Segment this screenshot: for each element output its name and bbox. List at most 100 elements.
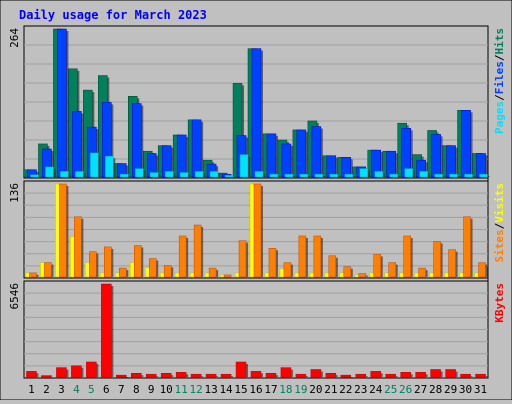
bar-sites [464, 217, 471, 277]
bar-sites [239, 241, 246, 277]
bar-pages [90, 153, 98, 177]
day-label: 6 [103, 383, 110, 396]
bar-pages [240, 155, 248, 177]
day-label: 4 [73, 383, 80, 396]
bar-pages [135, 169, 143, 177]
bar-shadow [43, 378, 53, 379]
bar-sites [104, 247, 111, 277]
day-label: 23 [354, 383, 367, 396]
bar-files [297, 130, 306, 177]
day-label: 21 [324, 383, 337, 396]
day-label: 24 [369, 383, 383, 396]
bar-pages [480, 174, 488, 177]
bar-sites [179, 236, 186, 277]
legend: Pages/Files/Hits [493, 28, 506, 134]
bar-pages [105, 156, 113, 177]
bar-sites [404, 236, 411, 277]
legend-entry: KBytes [493, 283, 506, 323]
bar-kbytes [131, 373, 141, 377]
y-max-label: 264 [8, 28, 21, 48]
bar-pages [330, 174, 338, 177]
day-label: 16 [249, 383, 262, 396]
bar-kbytes [56, 368, 66, 377]
bar-kbytes [311, 369, 321, 377]
bar-kbytes [206, 374, 216, 377]
day-label: 10 [160, 383, 173, 396]
bar-kbytes [191, 374, 201, 377]
day-label: 25 [384, 383, 397, 396]
day-label: 12 [190, 383, 203, 396]
bar-sites [419, 268, 426, 277]
bar-kbytes [161, 373, 171, 377]
day-label: 1 [28, 383, 35, 396]
legend: KBytes [493, 283, 506, 323]
bar-pages [45, 167, 53, 177]
bar-files [57, 29, 66, 177]
bar-files [477, 153, 486, 177]
bar-files [132, 104, 141, 177]
bar-kbytes [71, 366, 81, 377]
bar-pages [270, 174, 278, 177]
bar-kbytes [446, 369, 456, 377]
bar-pages [315, 174, 323, 177]
bar-kbytes [281, 368, 291, 377]
bar-pages [375, 171, 383, 177]
bar-files [282, 144, 291, 177]
day-label: 31 [474, 383, 487, 396]
bar-sites [254, 184, 261, 277]
bar-pages [255, 171, 263, 177]
bar-sites [149, 259, 156, 277]
bar-sites [284, 263, 291, 277]
bar-kbytes [116, 375, 126, 377]
bar-kbytes [86, 362, 96, 377]
bar-kbytes [236, 362, 246, 377]
bar-sites [44, 263, 51, 277]
bar-files [252, 49, 261, 177]
bar-pages [420, 171, 428, 177]
bar-kbytes [41, 376, 51, 377]
bar-pages [165, 171, 173, 177]
bar-shadow [343, 377, 353, 378]
bar-kbytes [386, 374, 396, 377]
y-max-label: 136 [8, 183, 21, 203]
bar-kbytes [431, 369, 441, 377]
bar-pages [300, 174, 308, 177]
day-label: 17 [264, 383, 277, 396]
bar-sites [389, 263, 396, 277]
bar-kbytes [461, 374, 471, 377]
bar-sites [359, 274, 366, 277]
bar-sites [59, 184, 66, 277]
bar-sites [299, 236, 306, 277]
bar-sites [224, 275, 231, 277]
bar-sites [344, 267, 351, 277]
bar-sites [269, 248, 276, 277]
bar-kbytes [401, 372, 411, 377]
legend: Sites/Visits [493, 183, 506, 263]
bar-sites [374, 254, 381, 277]
bar-pages [225, 175, 233, 177]
day-label: 9 [148, 383, 155, 396]
bar-files [177, 135, 186, 177]
day-label: 22 [339, 383, 352, 396]
day-label: 19 [294, 383, 307, 396]
bar-pages [195, 171, 203, 177]
bar-kbytes [356, 374, 366, 377]
bar-sites [74, 217, 81, 277]
bar-kbytes [146, 374, 156, 377]
bar-files [72, 111, 81, 177]
day-label: 13 [204, 383, 217, 396]
bar-files [267, 134, 276, 177]
bar-kbytes [26, 371, 36, 377]
legend-entry: Sites [493, 229, 506, 262]
bar-sites [134, 246, 141, 277]
day-label: 3 [58, 383, 65, 396]
day-label: 8 [133, 383, 140, 396]
day-label: 27 [414, 383, 427, 396]
bar-pages [405, 169, 413, 177]
legend-entry: Pages [493, 101, 506, 134]
legend-entry: Visits [493, 183, 506, 223]
bar-kbytes [326, 373, 336, 377]
bar-kbytes [176, 372, 186, 377]
